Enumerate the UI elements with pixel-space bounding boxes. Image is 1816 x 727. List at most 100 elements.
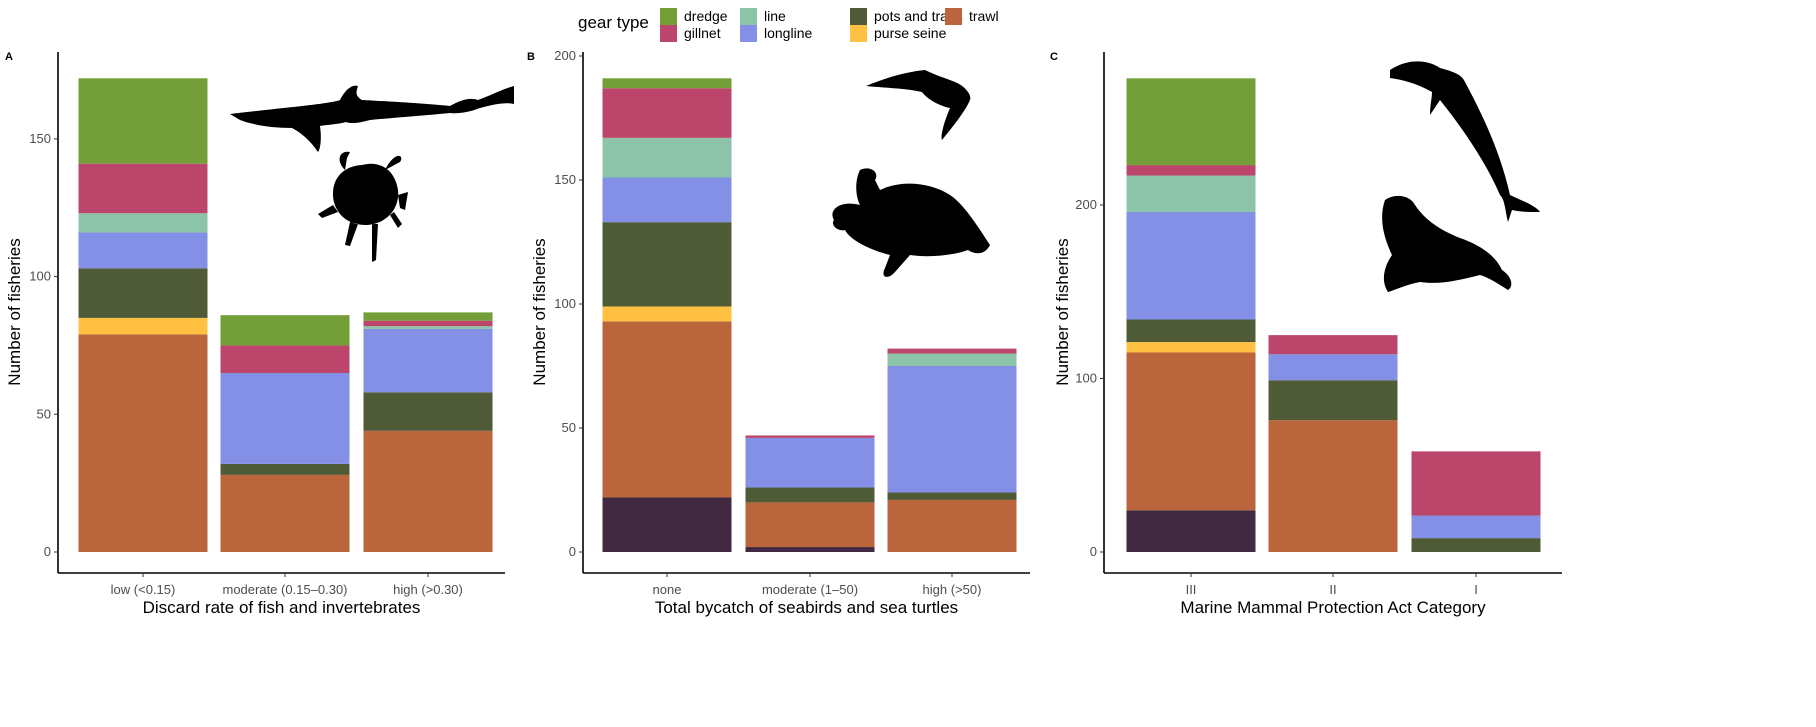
legend-label: purse seine	[874, 25, 947, 41]
bar-segment-line	[887, 353, 1017, 366]
bar-segment-longline	[602, 177, 732, 223]
bar-segment-unlabeled	[1126, 510, 1256, 552]
seal-silhouette-icon	[1382, 195, 1512, 292]
x-axis-title: Marine Mammal Protection Act Category	[1180, 598, 1486, 617]
bar-segment-trawl	[602, 321, 732, 498]
legend-label: longline	[764, 25, 812, 41]
legend-swatch-purse-seine	[850, 25, 867, 42]
y-tick-label: 50	[562, 420, 576, 435]
seabird-silhouette-icon	[866, 70, 971, 140]
x-tick-label: III	[1186, 582, 1197, 597]
bar-segment-gillnet	[1268, 335, 1398, 355]
y-tick-label: 0	[44, 544, 51, 559]
bar-segment-pots-and-traps	[78, 268, 208, 318]
panel-label: C	[1050, 51, 1058, 63]
x-tick-label: I	[1474, 582, 1478, 597]
bar-segment-gillnet	[745, 435, 875, 438]
y-tick-label: 0	[569, 544, 576, 559]
legend-label: line	[764, 8, 786, 24]
bar-segment-pots-and-traps	[1268, 380, 1398, 421]
bar-segment-pots-and-traps	[745, 487, 875, 503]
bar-segment-longline	[1411, 515, 1541, 539]
bar-segment-trawl	[1126, 352, 1256, 511]
legend-label: pots and traps	[874, 8, 963, 24]
bar-segment-pots-and-traps	[602, 222, 732, 307]
y-tick-label: 100	[554, 296, 576, 311]
x-axis-title: Total bycatch of seabirds and sea turtle…	[655, 598, 958, 617]
y-tick-label: 0	[1090, 544, 1097, 559]
bar-segment-pots-and-traps	[220, 463, 350, 475]
y-axis-title: Number of fisheries	[530, 238, 549, 385]
y-axis-title: Number of fisheries	[1053, 238, 1072, 385]
bar-segment-pots-and-traps	[363, 392, 493, 431]
x-axis-title: Discard rate of fish and invertebrates	[143, 598, 421, 617]
crab-silhouette-icon	[318, 151, 408, 262]
sea-turtle-silhouette-icon	[832, 168, 990, 277]
legend-label: trawl	[969, 8, 999, 24]
y-tick-label: 100	[29, 269, 51, 284]
x-tick-label: moderate (1–50)	[762, 582, 858, 597]
bar-segment-longline	[220, 372, 350, 464]
bar-segment-longline	[1126, 211, 1256, 320]
bar-segment-pots-and-traps	[1411, 538, 1541, 552]
bar-segment-gillnet	[887, 348, 1017, 354]
x-tick-label: low (<0.15)	[111, 582, 176, 597]
bar-segment-line	[363, 326, 493, 329]
y-tick-label: 100	[1075, 371, 1097, 386]
y-axis-title: Number of fisheries	[5, 238, 24, 385]
y-tick-label: 150	[29, 131, 51, 146]
bar-segment-line	[1126, 175, 1256, 212]
y-tick-label: 200	[1075, 197, 1097, 212]
bar-segment-dredge	[78, 78, 208, 164]
bar-segment-gillnet	[78, 163, 208, 214]
legend-swatch-trawl	[945, 8, 962, 25]
bar-segment-dredge	[1126, 78, 1256, 166]
bar-segment-purse-seine	[1126, 342, 1256, 353]
panel-a: A 0 50 100 150 low (<0.15) moderate (0.15–0.30…	[5, 51, 514, 617]
x-tick-label: high (>50)	[923, 582, 982, 597]
y-tick-label: 150	[554, 172, 576, 187]
bar-segment-longline	[78, 232, 208, 269]
bar-segment-gillnet	[1411, 451, 1541, 516]
panel-label: B	[527, 51, 535, 63]
bar-segment-trawl	[745, 502, 875, 548]
dolphin-silhouette-icon	[1390, 61, 1540, 222]
y-tick-label: 50	[37, 406, 51, 421]
x-tick-label: high (>0.30)	[393, 582, 463, 597]
bar-segment-unlabeled	[745, 547, 875, 552]
legend-swatch-pots-and-traps	[850, 8, 867, 25]
bar-segment-longline	[745, 437, 875, 488]
x-tick-label: moderate (0.15–0.30)	[222, 582, 347, 597]
panel-label: A	[5, 51, 13, 63]
legend-label: gillnet	[684, 25, 721, 41]
legend-swatch-dredge	[660, 8, 677, 25]
bar-segment-longline	[1268, 354, 1398, 381]
y-tick-label: 200	[554, 48, 576, 63]
bar-segment-longline	[363, 328, 493, 393]
x-tick-label: II	[1329, 582, 1336, 597]
x-tick-label: none	[653, 582, 682, 597]
legend-swatch-line	[740, 8, 757, 25]
bar-segment-gillnet	[602, 88, 732, 138]
legend-swatch-gillnet	[660, 25, 677, 42]
bar-segment-line	[78, 213, 208, 233]
bar-segment-gillnet	[220, 345, 350, 373]
bar-segment-purse-seine	[78, 317, 208, 335]
bar-segment-unlabeled	[602, 497, 732, 552]
bar-segment-trawl	[78, 334, 208, 552]
bar-segment-dredge	[220, 315, 350, 346]
bar-segment-dredge	[602, 78, 732, 89]
bar-segment-trawl	[220, 474, 350, 552]
legend-title: gear type	[578, 13, 649, 32]
bar-segment-gillnet	[1126, 165, 1256, 176]
bar-segment-trawl	[363, 430, 493, 552]
bar-segment-purse-seine	[602, 306, 732, 322]
bar-segment-line	[602, 137, 732, 178]
legend-label: dredge	[684, 8, 728, 24]
bar-segment-gillnet	[363, 320, 493, 327]
panel-b: B 0 50 100 150 200 none moderate (1–50) high (>5…	[527, 48, 1030, 617]
shark-silhouette-icon	[230, 85, 514, 152]
bar-segment-pots-and-traps	[887, 492, 1017, 500]
